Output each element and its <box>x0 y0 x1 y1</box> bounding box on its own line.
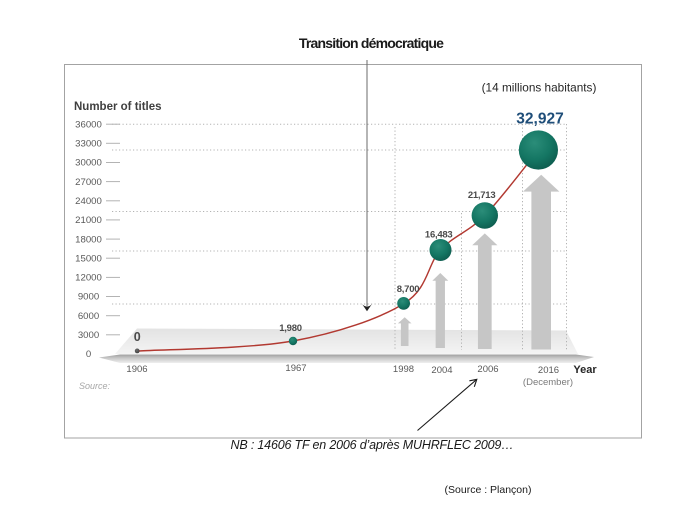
svg-text:NB : 14606 TF en 2006 d’après: NB : 14606 TF en 2006 d’après MUHRFLEC 2… <box>231 438 514 452</box>
svg-text:21,713: 21,713 <box>468 190 496 201</box>
svg-text:Number of titles: Number of titles <box>74 101 162 113</box>
svg-text:(14 millions habitants): (14 millions habitants) <box>482 81 597 95</box>
svg-text:Source:: Source: <box>79 381 111 391</box>
svg-text:(December): (December) <box>523 377 573 388</box>
svg-text:12000: 12000 <box>75 273 102 284</box>
svg-text:Year: Year <box>573 364 597 376</box>
svg-text:15000: 15000 <box>75 253 102 264</box>
svg-text:1998: 1998 <box>393 364 414 375</box>
svg-text:2004: 2004 <box>431 365 452 376</box>
svg-text:2016: 2016 <box>538 365 559 376</box>
svg-text:(Source : Plançon): (Source : Plançon) <box>445 484 532 496</box>
svg-text:16,483: 16,483 <box>425 230 453 241</box>
svg-text:24000: 24000 <box>75 196 102 207</box>
svg-text:3000: 3000 <box>78 330 99 341</box>
svg-text:36000: 36000 <box>75 119 102 130</box>
svg-text:8,700: 8,700 <box>397 284 420 295</box>
svg-text:1906: 1906 <box>126 364 147 375</box>
svg-text:9000: 9000 <box>78 292 99 303</box>
svg-text:1,980: 1,980 <box>279 323 302 334</box>
svg-text:32,927: 32,927 <box>516 111 563 128</box>
svg-text:27000: 27000 <box>75 177 102 188</box>
svg-text:2006: 2006 <box>477 364 498 375</box>
svg-text:0: 0 <box>134 330 141 344</box>
svg-text:33000: 33000 <box>75 139 102 150</box>
svg-text:30000: 30000 <box>75 158 102 169</box>
svg-text:18000: 18000 <box>75 234 102 245</box>
svg-text:Transition démocratique: Transition démocratique <box>299 35 444 51</box>
svg-text:1967: 1967 <box>285 363 306 374</box>
svg-text:21000: 21000 <box>75 215 102 226</box>
svg-text:6000: 6000 <box>78 311 99 322</box>
svg-text:0: 0 <box>86 349 91 360</box>
